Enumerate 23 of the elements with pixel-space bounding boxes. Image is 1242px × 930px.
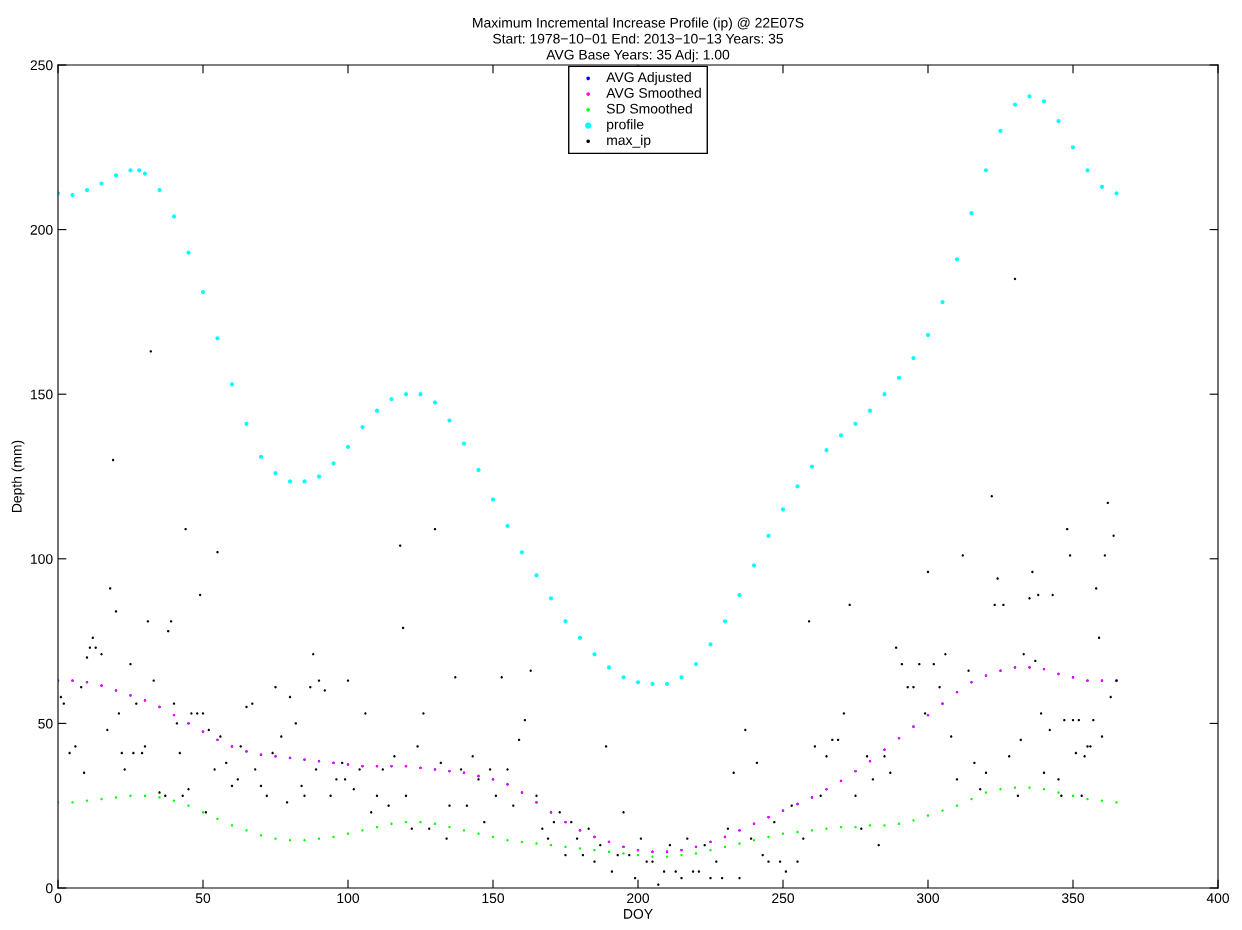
legend-label: SD Smoothed: [606, 103, 692, 114]
x-tick-label: 0: [54, 893, 62, 904]
x-tick-label: 50: [195, 893, 211, 904]
x-tick-label: 150: [482, 893, 505, 904]
x-tick-label: 350: [1061, 893, 1085, 904]
x-tick-label: 100: [337, 893, 360, 904]
y-tick-label: 150: [31, 389, 53, 400]
legend-label: AVG Adjusted: [606, 71, 691, 85]
x-tick-label: 300: [916, 893, 940, 904]
x-axis-title: DOY: [624, 908, 653, 919]
legend-label: max_ip: [607, 134, 651, 148]
x-tick-label: 200: [627, 893, 650, 904]
chart-title: Maximum Incremental Increase Profile (ip) @ 22E07S Start: 1978−10−01 End: 2013−10−13 Years: 35 AVG Base Years: 35 Adj: 1.00: [473, 17, 804, 63]
legend-label: profile: [607, 119, 644, 133]
y-axis-title: Depth (mm): [11, 440, 25, 513]
y-tick-label: 100: [31, 554, 53, 564]
legend-label: AVG Smoothed: [606, 87, 701, 98]
y-tick-label: 0: [45, 883, 53, 894]
x-tick-label: 250: [772, 893, 795, 904]
y-tick-label: 200: [30, 224, 53, 235]
x-tick-label: 400: [1206, 893, 1230, 904]
y-tick-label: 250: [30, 60, 53, 71]
y-tick-label: 50: [38, 718, 53, 729]
